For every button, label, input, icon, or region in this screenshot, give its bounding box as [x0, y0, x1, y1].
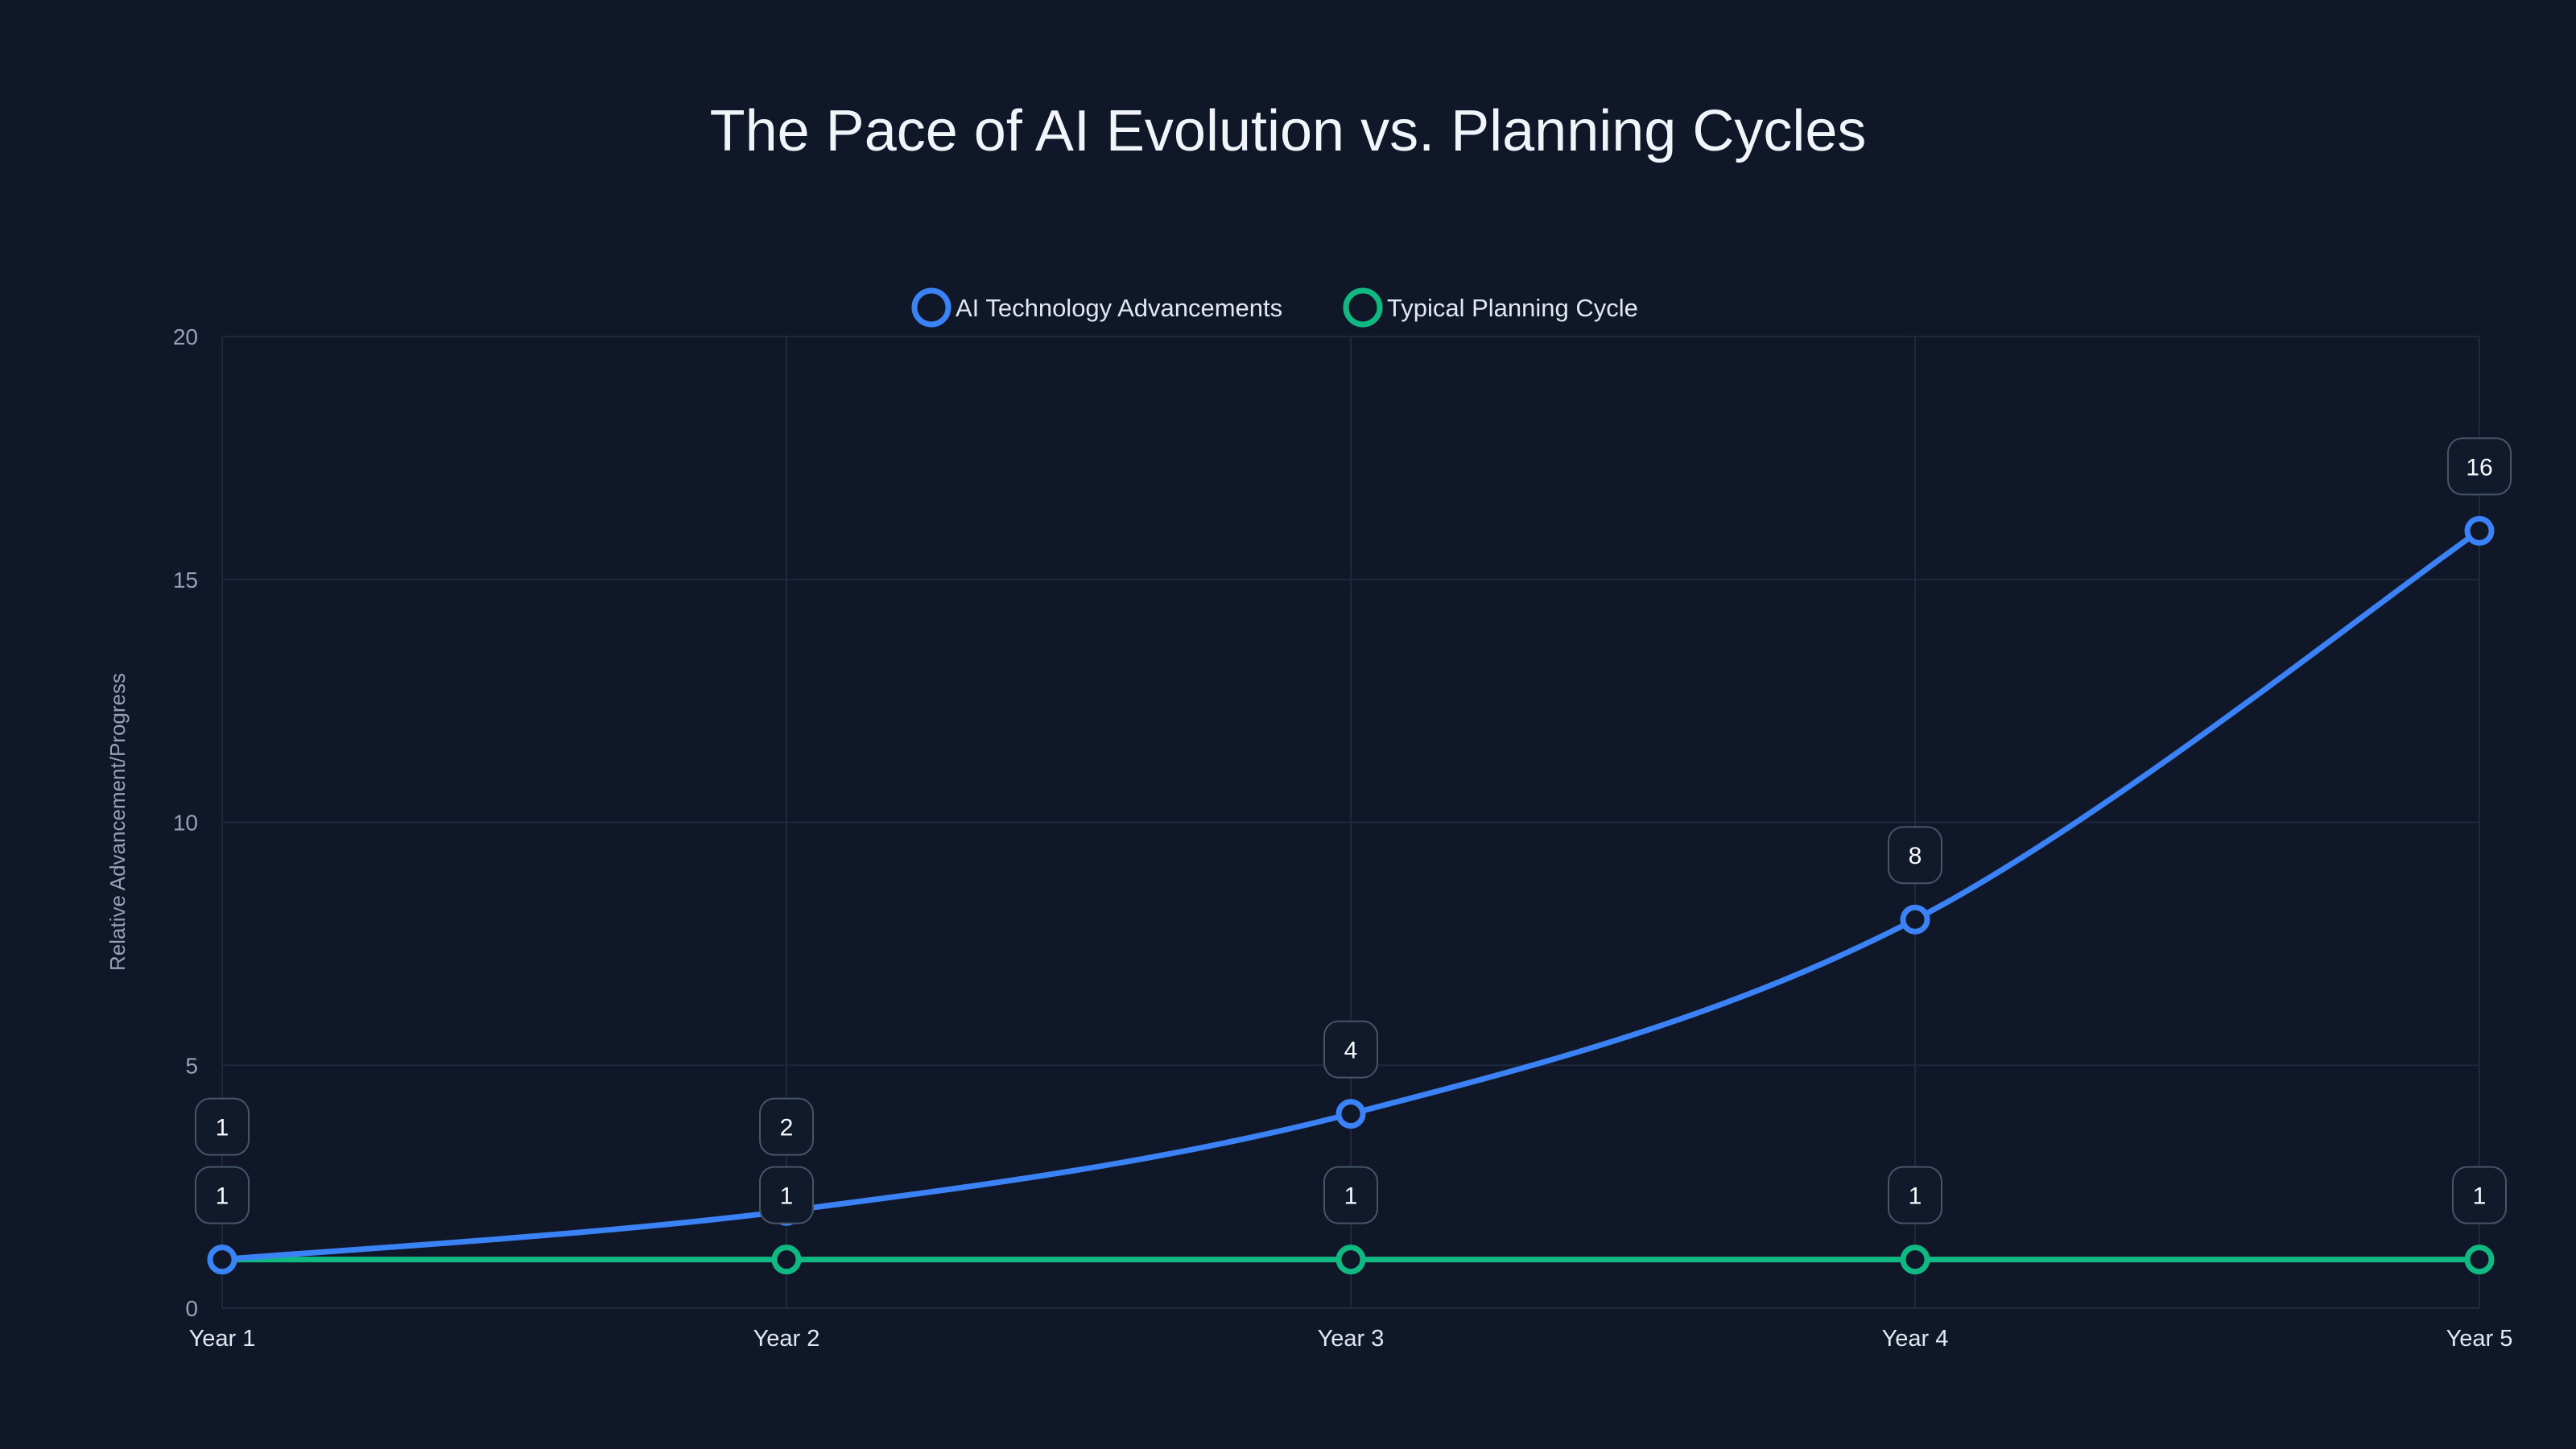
data-point[interactable] — [1900, 1245, 1930, 1275]
data-labels: 1 1 1 2 1 4 1 8 1 16 — [195, 437, 2512, 1224]
legend-item[interactable]: AI Technology Advancements — [911, 287, 1282, 328]
data-point[interactable] — [207, 1245, 237, 1275]
chart-title: The Pace of AI Evolution vs. Planning Cy… — [710, 99, 1867, 163]
data-label: 2 — [759, 1097, 814, 1156]
data-label: 4 — [1323, 1020, 1378, 1079]
y-tick-label: 10 — [173, 811, 198, 836]
data-label: 1 — [759, 1166, 814, 1224]
data-label: 1 — [2452, 1166, 2507, 1224]
data-label: 1 — [1888, 1166, 1942, 1224]
x-tick-label: Year 1 — [189, 1326, 256, 1352]
x-tick-label: Year 5 — [2446, 1326, 2513, 1352]
y-tick-label: 5 — [185, 1053, 198, 1078]
data-label: 1 — [1323, 1166, 1378, 1224]
data-label-text: 1 — [1344, 1183, 1358, 1210]
data-label-box — [2447, 437, 2512, 496]
data-label-box — [195, 1166, 250, 1224]
data-label-text: 1 — [780, 1183, 794, 1210]
data-point[interactable] — [1900, 904, 1930, 935]
legend: AI Technology Advancements Typical Planni… — [911, 287, 1638, 328]
series-line — [221, 528, 2481, 1263]
data-label-text: 1 — [2473, 1183, 2487, 1210]
data-label-text: 8 — [1909, 843, 1922, 869]
data-label-box — [1888, 1166, 1942, 1224]
data-point[interactable] — [2464, 515, 2495, 546]
data-label-box — [759, 1166, 814, 1224]
data-point[interactable] — [1335, 1099, 1366, 1129]
data-label-box — [2452, 1166, 2507, 1224]
data-label: 16 — [2447, 437, 2512, 496]
data-label-text: 1 — [216, 1115, 229, 1141]
x-tick-label: Year 3 — [1318, 1326, 1385, 1352]
legend-marker-icon — [1343, 287, 1383, 328]
data-label-text: 16 — [2466, 454, 2492, 481]
grid: 0 5 10 15 20 Year 1 Year 2 Year 3 Year 4 Year 5 — [173, 324, 2513, 1352]
y-tick-label: 0 — [185, 1296, 198, 1321]
legend-item[interactable]: Typical Planning Cycle — [1343, 287, 1638, 328]
data-label-box — [195, 1097, 250, 1156]
data-label: 8 — [1888, 826, 1942, 885]
x-tick-label: Year 2 — [753, 1326, 820, 1352]
data-label-box — [1323, 1020, 1378, 1079]
data-point[interactable] — [2464, 1245, 2495, 1275]
data-label-box — [1888, 826, 1942, 885]
legend-label: Typical Planning Cycle — [1387, 294, 1638, 322]
data-point[interactable] — [771, 1245, 802, 1275]
data-point[interactable] — [1335, 1245, 1366, 1275]
data-label-text: 1 — [216, 1183, 229, 1210]
data-label-text: 1 — [1909, 1183, 1922, 1210]
legend-marker-icon — [911, 287, 952, 328]
data-label-text: 4 — [1344, 1038, 1358, 1064]
data-label-box — [759, 1097, 814, 1156]
legend-label: AI Technology Advancements — [956, 294, 1282, 322]
data-label-text: 2 — [780, 1115, 794, 1141]
data-label-box — [1323, 1166, 1378, 1224]
y-axis-label: Relative Advancement/Progress — [105, 673, 130, 971]
y-tick-label: 20 — [173, 324, 198, 349]
y-tick-label: 15 — [173, 568, 198, 592]
data-label: 1 — [195, 1097, 250, 1156]
x-tick-label: Year 4 — [1882, 1326, 1949, 1352]
data-label: 1 — [195, 1166, 250, 1224]
